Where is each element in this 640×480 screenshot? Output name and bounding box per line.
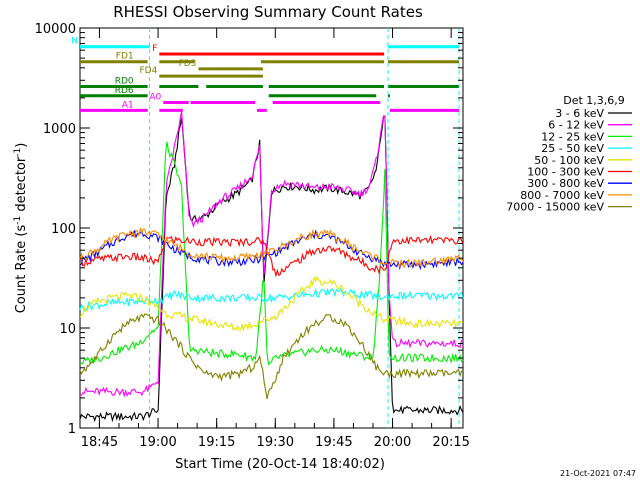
flag-label-a0: A0 <box>149 92 161 102</box>
y-tick-label-1: 10 <box>59 322 76 337</box>
legend-label-2: 12 - 25 keV <box>541 130 604 143</box>
y-axis-label-main: Count Rate (s <box>14 225 29 314</box>
x-tick-label-5: 20:00 <box>374 435 411 450</box>
y-axis: 1 10 100 1000 10000 <box>35 22 463 437</box>
y-tick-label-4: 10000 <box>35 22 76 37</box>
legend-label-1: 6 - 12 keV <box>548 119 604 132</box>
y-axis-label-end: ) <box>14 143 29 148</box>
x-tick-label-4: 19:45 <box>315 435 352 450</box>
legend-label-5: 100 - 300 keV <box>527 166 604 179</box>
x-tick-label-2: 19:15 <box>198 435 235 450</box>
y-tick-label-0: 1 <box>68 422 76 437</box>
x-axis-label: Start Time (20-Oct-14 18:40:02) <box>175 457 385 472</box>
flag-label-rd0: RD0 <box>115 77 134 87</box>
flag-label-fd4: FD4 <box>139 66 157 76</box>
flag-label-rd6: RD6 <box>115 86 134 96</box>
y-axis-label-sup1: -1 <box>13 216 23 225</box>
data-series <box>79 111 464 423</box>
series-line-7 <box>79 227 464 269</box>
flag-label-fd3: FD3 <box>179 59 197 69</box>
legend-label-8: 7000 - 15000 keV <box>506 201 604 214</box>
series-line-8 <box>79 313 464 400</box>
legend-label-7: 800 - 7000 keV <box>520 189 604 202</box>
y-axis-label-mid: detector <box>14 156 29 216</box>
x-tick-label-6: 20:15 <box>432 435 469 450</box>
legend-title: Det 1,3,6,9 <box>563 94 625 107</box>
y-axis-label-sup2: -1 <box>13 148 23 157</box>
legend-label-3: 25 - 50 keV <box>541 142 604 155</box>
x-tick-label-0: 18:45 <box>81 435 118 450</box>
x-tick-label-3: 19:30 <box>257 435 294 450</box>
legend-label-6: 300 - 800 keV <box>527 177 604 190</box>
flag-label-a1: A1 <box>122 100 134 110</box>
flag-label-n: N <box>71 37 78 47</box>
flag-label-fd1: FD1 <box>116 52 134 62</box>
chart-title: RHESSI Observing Summary Count Rates <box>113 3 423 21</box>
legend-label-0: 3 - 6 keV <box>555 107 604 120</box>
series-line-2 <box>79 141 464 366</box>
series-line-5 <box>79 234 464 278</box>
footer-timestamp: 21-Oct-2021 07:47 <box>560 469 636 478</box>
series-line-3 <box>79 287 464 312</box>
y-tick-label-2: 100 <box>51 222 76 237</box>
x-tick-label-1: 19:00 <box>139 435 176 450</box>
x-axis: 18:45 19:00 19:15 19:30 19:45 20:00 20:15 <box>81 28 470 450</box>
series-line-4 <box>79 275 464 332</box>
y-axis-label: Count Rate (s-1 detector-1) <box>13 143 29 314</box>
series-line-1 <box>79 111 464 398</box>
legend-label-4: 50 - 100 keV <box>534 154 604 167</box>
y-tick-label-3: 1000 <box>43 122 76 137</box>
flag-label-f: F <box>152 44 157 54</box>
